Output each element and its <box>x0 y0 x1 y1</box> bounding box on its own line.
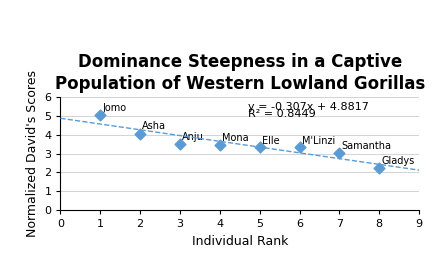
Title: Dominance Steepness in a Captive
Population of Western Lowland Gorillas: Dominance Steepness in a Captive Populat… <box>54 53 425 93</box>
Text: Elle: Elle <box>262 135 280 145</box>
Text: Gladys: Gladys <box>381 156 414 166</box>
Y-axis label: Normalized David's Scores: Normalized David's Scores <box>26 70 39 237</box>
Point <box>376 166 383 170</box>
Point <box>256 145 263 150</box>
Point <box>216 143 223 147</box>
Point <box>137 132 143 136</box>
Point <box>177 142 184 146</box>
Point <box>97 113 104 117</box>
X-axis label: Individual Rank: Individual Rank <box>191 234 288 248</box>
Point <box>336 151 343 155</box>
Text: Anju: Anju <box>182 132 204 142</box>
Text: Samantha: Samantha <box>341 141 391 151</box>
Text: M'Linzi: M'Linzi <box>302 135 335 145</box>
Point <box>296 145 303 150</box>
Text: Asha: Asha <box>142 121 166 131</box>
Text: Mona: Mona <box>222 133 248 143</box>
Text: Jomo: Jomo <box>102 103 127 113</box>
Text: R² = 0.8449: R² = 0.8449 <box>248 110 315 120</box>
Text: y = -0.307x + 4.8817: y = -0.307x + 4.8817 <box>248 102 368 112</box>
